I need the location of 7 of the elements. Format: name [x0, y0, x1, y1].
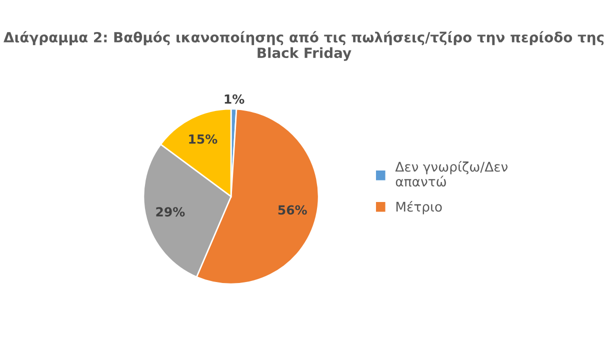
legend-label: Δεν γνωρίζω/Δεν απαντώ [395, 160, 508, 187]
legend-label: Μέτριο [396, 200, 442, 214]
chart-title: Διάγραμμα 2: Βαθμός ικανοποίησης από τις πωλήσεις/τζίρο την περίοδο της Black Friday [4, 31, 604, 61]
data-label: 15% [189, 134, 218, 144]
data-label: 56% [278, 205, 307, 215]
data-label: 29% [156, 207, 185, 217]
data-label: 1% [224, 94, 244, 104]
